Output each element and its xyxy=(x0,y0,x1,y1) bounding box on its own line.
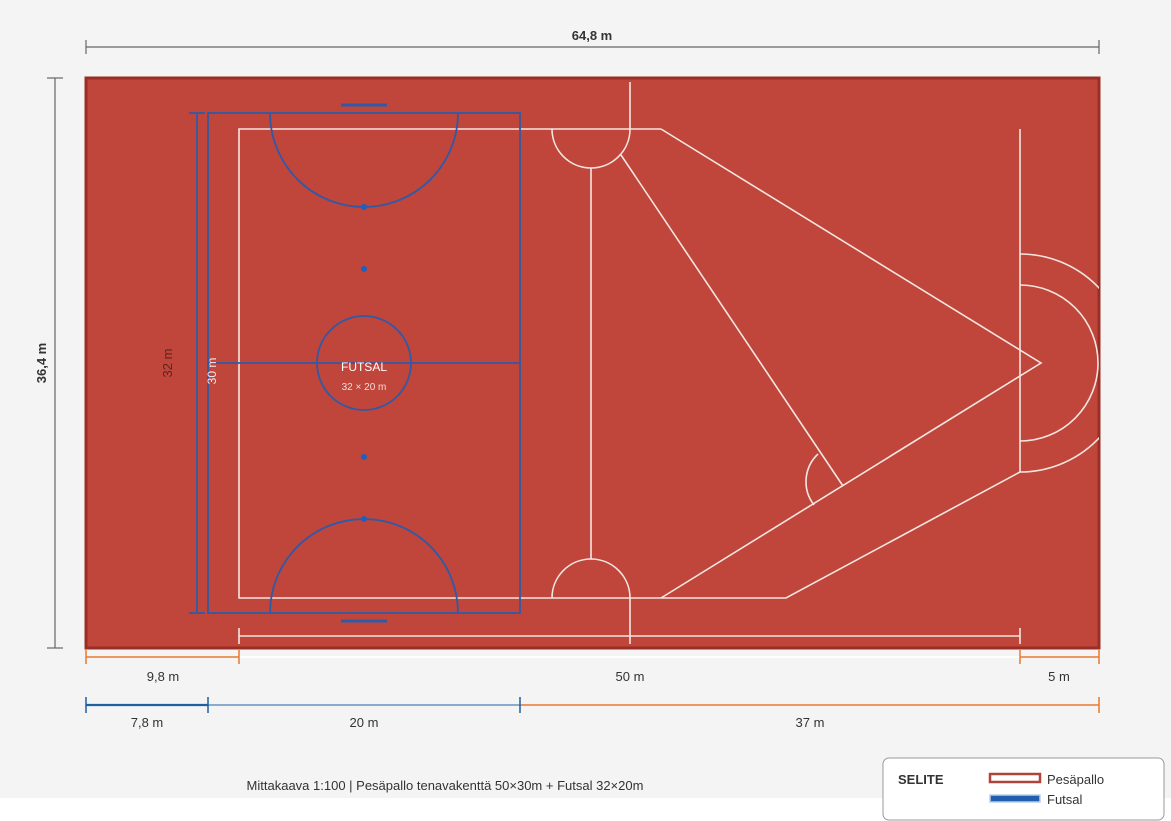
legend: SELITE Pesäpallo Futsal xyxy=(882,757,1165,821)
total-width-label: 64,8 m xyxy=(572,28,612,43)
total-height-dimension: 36,4 m xyxy=(34,77,63,649)
right-margin-label: 5 m xyxy=(1048,669,1070,684)
pesapallo-lines xyxy=(238,82,1099,644)
futsal-size: 32 × 20 m xyxy=(342,382,387,393)
legend-label-futsal: Futsal xyxy=(1047,792,1083,807)
total-height-label: 36,4 m xyxy=(34,343,49,383)
legend-label-pesapallo: Pesäpallo xyxy=(1047,772,1104,787)
left-margin-label: 9,8 m xyxy=(147,669,180,684)
futsal-offset-label: 7,8 m xyxy=(131,715,164,730)
total-width-dimension: 64,8 m xyxy=(85,28,1100,54)
futsal-inner-label: 30 m xyxy=(205,358,219,385)
futsal-court: 32 m 30 m FUTSAL 32 × 20 m xyxy=(160,103,521,623)
futsal-dimensions: 7,8 m 20 m 37 m xyxy=(85,697,1100,730)
legend-swatch-pesapallo xyxy=(988,772,1042,784)
futsal-width-label: 20 m xyxy=(350,715,379,730)
remaining-label: 37 m xyxy=(796,715,825,730)
pesapallo-length-label: 50 m xyxy=(616,669,645,684)
legend-title: SELITE xyxy=(898,772,944,787)
scale-caption: Mittakaava 1:100 | Pesäpallo tenavakentt… xyxy=(247,778,644,793)
legend-swatch-futsal xyxy=(989,794,1041,803)
pesapallo-dimensions: 9,8 m 50 m 5 m xyxy=(85,650,1100,684)
futsal-length-label: 32 m xyxy=(160,349,175,378)
futsal-title: FUTSAL xyxy=(341,360,387,374)
